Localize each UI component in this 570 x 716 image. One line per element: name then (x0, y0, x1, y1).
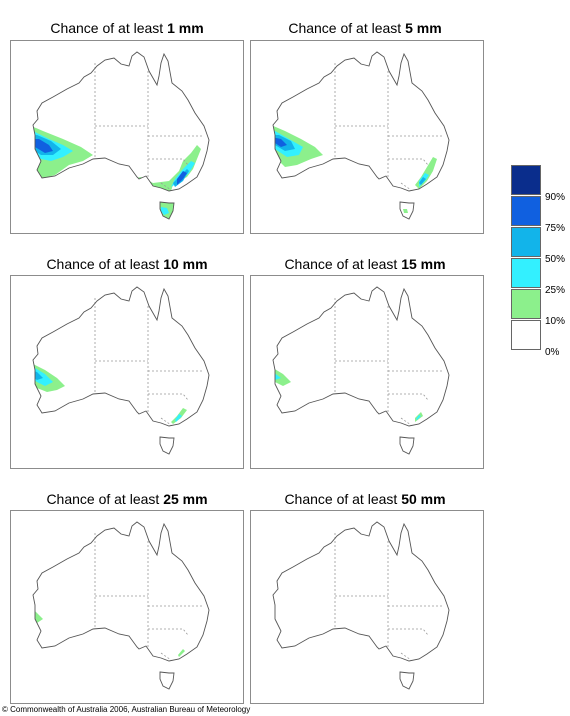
map-15mm (250, 275, 484, 469)
state-borders (334, 298, 443, 426)
australia-map-svg (32, 51, 210, 220)
panel-title-5mm: Chance of at least 5 mm (248, 20, 482, 36)
probability-area-mid (273, 372, 275, 376)
state-borders (334, 533, 443, 661)
legend-label-10: 10% (545, 316, 566, 327)
rainfall-probability-shading (273, 366, 423, 422)
legend-label-50: 50% (545, 254, 566, 265)
probability-area-green (403, 209, 408, 213)
probability-area-cyan (273, 370, 281, 380)
title-prefix: Chance of at least (284, 491, 402, 507)
legend-swatch-0 (511, 320, 541, 350)
mainland-coastline (32, 51, 210, 192)
state-borders (334, 63, 443, 191)
probability-area-cyan (23, 607, 33, 617)
australia-map-svg (32, 286, 210, 455)
rainfall-probability-shading (273, 607, 275, 619)
probability-area-mid (419, 177, 426, 185)
rainfall-probability-shading (23, 603, 185, 657)
australia-map-svg (23, 521, 210, 690)
panel-title-1mm: Chance of at least 1 mm (10, 20, 244, 36)
legend-label-75: 75% (545, 223, 566, 234)
legend-swatch-50 (511, 227, 541, 257)
mainland-coastline (32, 286, 210, 427)
panel-title-25mm: Chance of at least 25 mm (10, 491, 244, 507)
legend-swatch-90 (511, 165, 541, 195)
map-5mm (250, 40, 484, 234)
probability-area-cyan (161, 207, 169, 215)
rainfall-probability-shading (33, 364, 187, 424)
rainfall-probability-shading (273, 125, 437, 213)
state-borders (94, 63, 203, 191)
probability-area-blue (177, 171, 187, 185)
map-50mm (250, 510, 484, 704)
copyright-footer: © Commonwealth of Australia 2006, Austra… (2, 705, 251, 714)
australia-map-svg (272, 51, 450, 220)
legend-label-0: 0% (545, 347, 560, 358)
map-10mm (10, 275, 244, 469)
title-prefix: Chance of at least (50, 20, 168, 36)
panel-title-50mm: Chance of at least 50 mm (248, 491, 482, 507)
mainland-coastline (32, 521, 210, 662)
title-amount: 15 mm (401, 256, 446, 272)
tasmania-coastline (159, 671, 175, 690)
title-prefix: Chance of at least (284, 256, 402, 272)
title-amount: 5 mm (405, 20, 442, 36)
australia-map-svg (272, 286, 450, 455)
state-borders (94, 533, 203, 661)
probability-area-cyan (175, 414, 182, 422)
title-amount: 10 mm (163, 256, 208, 272)
australia-map-svg (272, 521, 450, 690)
title-amount: 50 mm (401, 491, 446, 507)
map-1mm (10, 40, 244, 234)
map-25mm (10, 510, 244, 704)
panel-title-10mm: Chance of at least 10 mm (10, 256, 244, 272)
title-prefix: Chance of at least (46, 491, 164, 507)
probability-area-green (273, 607, 275, 619)
tasmania-coastline (399, 671, 415, 690)
legend-label-25: 25% (545, 285, 566, 296)
tasmania-coastline (159, 436, 175, 455)
panel-title-15mm: Chance of at least 15 mm (248, 256, 482, 272)
state-borders (94, 298, 203, 426)
probability-area-mid (33, 370, 43, 380)
legend-label-90: 90% (545, 192, 566, 203)
mainland-coastline (272, 286, 450, 427)
legend-swatch-75 (511, 196, 541, 226)
legend-swatch-25 (511, 258, 541, 288)
title-amount: 1 mm (167, 20, 204, 36)
tasmania-coastline (399, 201, 415, 220)
mainland-coastline (272, 521, 450, 662)
title-prefix: Chance of at least (288, 20, 406, 36)
probability-area-green (33, 603, 43, 623)
probability-area-cyan (416, 415, 421, 420)
legend-swatch-10 (511, 289, 541, 319)
tasmania-coastline (399, 436, 415, 455)
title-prefix: Chance of at least (46, 256, 164, 272)
tasmania-coastline (159, 201, 175, 220)
title-amount: 25 mm (163, 491, 208, 507)
mainland-coastline (272, 51, 450, 192)
probability-area-green (178, 649, 185, 657)
